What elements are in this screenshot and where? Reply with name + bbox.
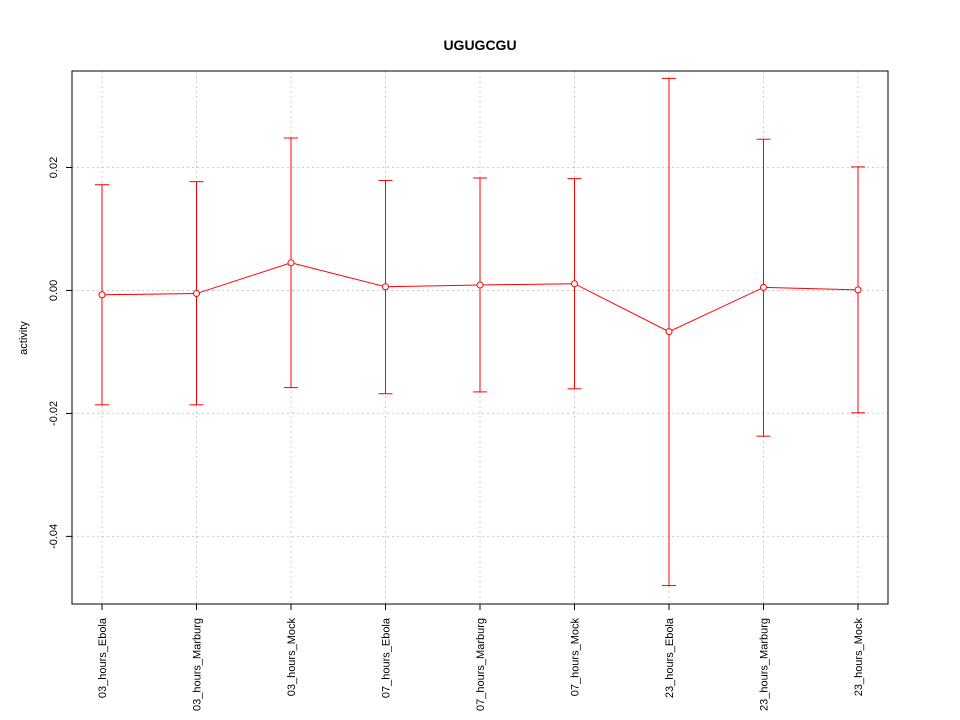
x-tick-label: 03_hours_Marburg bbox=[192, 618, 204, 711]
y-tick-label: 0.00 bbox=[48, 280, 60, 301]
data-point bbox=[854, 286, 862, 294]
x-tick-label: 03_hours_Mock bbox=[286, 618, 298, 697]
y-tick-label: -0.04 bbox=[48, 524, 60, 549]
data-point bbox=[665, 328, 673, 336]
data-point bbox=[382, 283, 389, 291]
data-point bbox=[287, 259, 295, 267]
y-axis-label: activity bbox=[18, 321, 30, 355]
x-tick-label: 23_hours_Marburg bbox=[759, 618, 771, 711]
x-tick-label: 23_hours_Mock bbox=[853, 618, 865, 697]
data-point bbox=[193, 290, 200, 298]
x-tick-label: 07_hours_Ebola bbox=[381, 617, 393, 698]
x-tick-label: 07_hours_Marburg bbox=[475, 618, 487, 711]
chart-title: UGUGCGU bbox=[443, 37, 516, 53]
data-point bbox=[571, 280, 578, 288]
x-tick-label: 07_hours_Mock bbox=[570, 618, 582, 697]
x-tick-label: 23_hours_Ebola bbox=[664, 617, 676, 698]
y-tick-label: -0.02 bbox=[48, 401, 60, 426]
y-tick-label: 0.02 bbox=[48, 157, 60, 178]
data-point bbox=[476, 281, 484, 289]
data-point bbox=[98, 291, 106, 299]
x-tick-label: 03_hours_Ebola bbox=[97, 617, 109, 698]
series-group bbox=[95, 77, 865, 587]
axes: 0.02 0.00 -0.02 -0.04 03_hours_Ebola 03_hours… bbox=[48, 157, 865, 711]
data-point bbox=[760, 283, 767, 291]
